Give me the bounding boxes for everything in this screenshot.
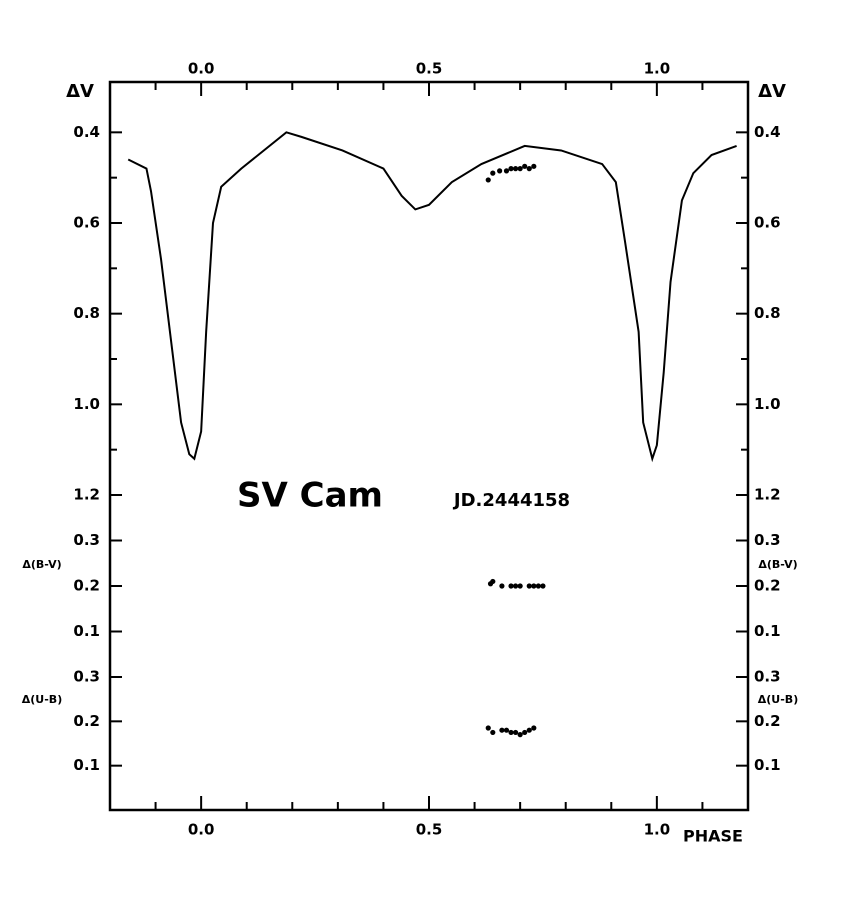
observation [485, 177, 491, 183]
y-axis-label: Δ(U-B) [22, 693, 62, 706]
y-tick-label: 0.3 [754, 531, 781, 549]
y-tick-label: 0.2 [73, 712, 100, 730]
observation [526, 583, 532, 589]
observation [490, 170, 496, 176]
observation [531, 163, 537, 169]
observation [497, 168, 503, 174]
annotation: JD.2444158 [452, 490, 570, 511]
y-tick-label: 0.6 [73, 214, 100, 232]
observation [531, 725, 537, 731]
y-tick-label: 0.2 [73, 577, 100, 595]
y-axis-label: ΔV [758, 81, 786, 102]
y-axis-label: Δ(B-V) [758, 558, 797, 571]
y-axis-label: Δ(U-B) [758, 693, 798, 706]
observation [499, 727, 505, 733]
observation [503, 168, 510, 174]
y-tick-label: 0.1 [754, 622, 781, 640]
x-tick-label: 0.0 [188, 821, 215, 839]
observation [512, 583, 519, 589]
observation [522, 729, 528, 736]
y-tick-label: 0.4 [754, 123, 781, 141]
x-axis-label: PHASE [683, 827, 743, 846]
observation [490, 578, 496, 585]
y-tick-label: 0.1 [754, 756, 781, 774]
observation [517, 166, 523, 172]
observation [503, 727, 510, 733]
y-tick-label: 0.8 [73, 304, 100, 322]
observation [531, 583, 537, 589]
light-curve [127, 131, 737, 463]
y-tick-label: 0.8 [754, 304, 781, 322]
observation [535, 583, 541, 589]
y-tick-label: 0.2 [754, 577, 781, 595]
observation [512, 166, 519, 172]
y-tick-label: 1.2 [754, 486, 781, 504]
x-tick-label: 0.5 [416, 821, 443, 839]
chart-title: SV Cam [237, 476, 383, 516]
observation [540, 583, 546, 589]
observation [522, 163, 528, 169]
y-tick-label: 0.3 [754, 668, 781, 686]
observation [508, 583, 514, 589]
observation [517, 583, 523, 589]
x-tick-label: 1.0 [644, 821, 671, 839]
y-tick-label: 1.0 [754, 395, 781, 413]
y-axis-label: ΔV [66, 81, 94, 102]
y-tick-label: 1.2 [73, 486, 100, 504]
y-tick-label: 0.3 [73, 668, 100, 686]
y-tick-label: 0.3 [73, 531, 100, 549]
y-tick-label: 0.2 [754, 712, 781, 730]
observation [526, 166, 532, 172]
observation [526, 727, 532, 733]
observation [517, 732, 523, 738]
y-axis-label: Δ(B-V) [22, 558, 61, 571]
observation [512, 729, 519, 736]
y-tick-label: 0.4 [73, 123, 100, 141]
y-tick-label: 0.1 [73, 756, 100, 774]
x-tick-label: 0.0 [188, 60, 215, 78]
observation [508, 166, 514, 172]
observation [499, 583, 505, 589]
x-tick-label: 0.5 [416, 60, 443, 78]
observation [508, 729, 514, 736]
y-tick-label: 0.1 [73, 622, 100, 640]
y-tick-label: 0.6 [754, 214, 781, 232]
x-tick-label: 1.0 [644, 60, 671, 78]
observation [485, 725, 491, 731]
y-tick-label: 1.0 [73, 395, 100, 413]
observation [490, 729, 496, 736]
plot-frame [108, 80, 750, 812]
